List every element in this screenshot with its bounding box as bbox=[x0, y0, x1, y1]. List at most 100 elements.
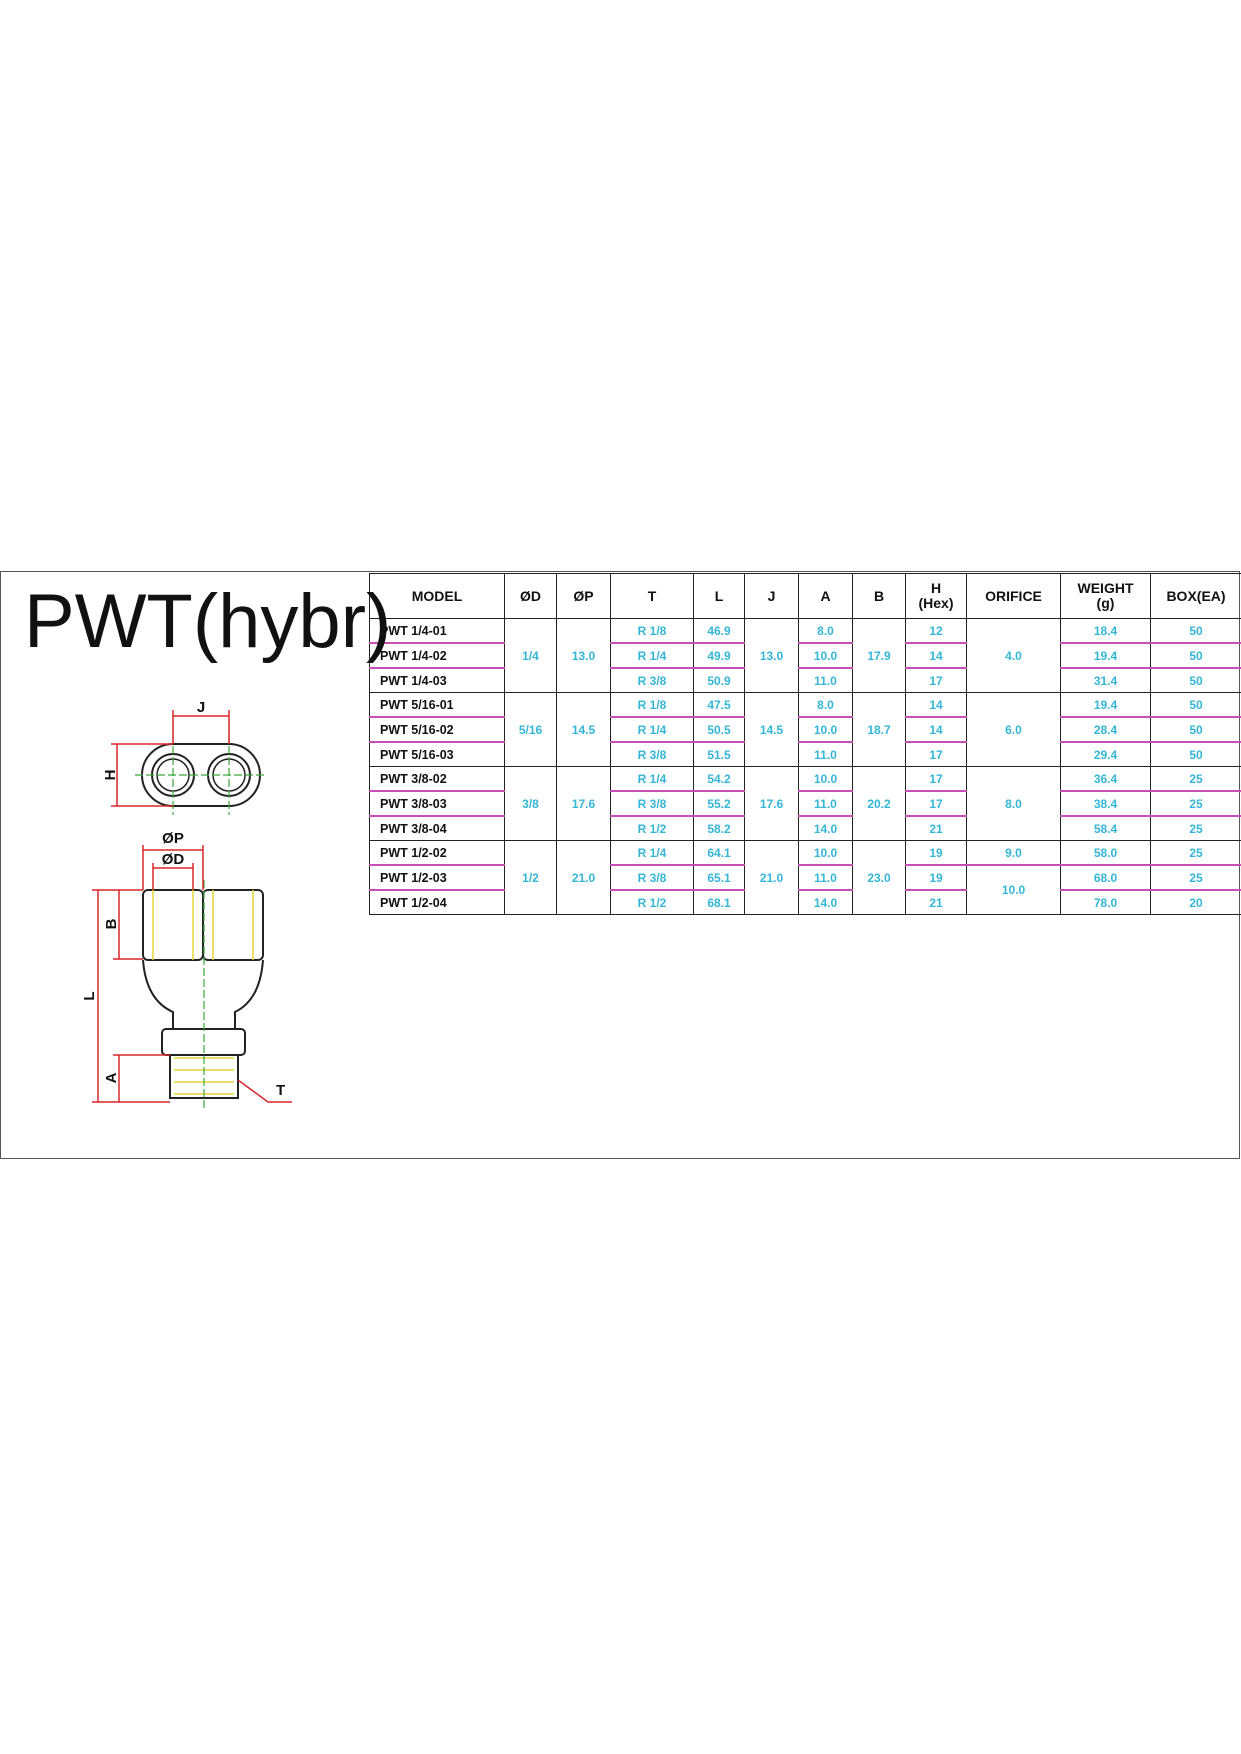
cell: 19.4 bbox=[1060, 643, 1151, 669]
table-row: PWT 3/8-03 R 3/8 55.2 11.0 17 38.4 25 bbox=[369, 791, 1241, 817]
cell: 68.1 bbox=[693, 890, 745, 915]
dim-label: L bbox=[81, 991, 98, 1000]
cell: 1/2 bbox=[504, 840, 557, 915]
cell: 50 bbox=[1150, 618, 1241, 644]
cell: 13.0 bbox=[556, 618, 611, 693]
cell: 25 bbox=[1150, 766, 1241, 792]
cell: 50 bbox=[1150, 668, 1241, 693]
spec-table: MODEL ØD ØP T L J A B H (Hex) ORIFICE WEIGHT (g) BO… bbox=[369, 573, 1241, 915]
cell: 14.0 bbox=[798, 890, 853, 915]
cell: PWT 1/2-03 bbox=[369, 865, 505, 891]
cell: 11.0 bbox=[798, 865, 853, 891]
dim-label: ØD bbox=[162, 851, 185, 868]
table-row: PWT 3/8-04 R 1/2 58.2 14.0 21 58.4 25 bbox=[369, 816, 1241, 841]
dim-label: ØP bbox=[162, 830, 184, 847]
cell: 8.0 bbox=[966, 766, 1061, 841]
cell: PWT 5/16-03 bbox=[369, 742, 505, 767]
cell: 65.1 bbox=[693, 865, 745, 891]
header-row: MODEL ØD ØP T L J A B H (Hex) ORIFICE WEIGHT (g) BO… bbox=[369, 573, 1241, 619]
cell: 21 bbox=[905, 816, 967, 841]
cell: 8.0 bbox=[798, 692, 853, 718]
cell: 20.2 bbox=[852, 766, 906, 841]
cell: 17.6 bbox=[744, 766, 799, 841]
cell: 10.0 bbox=[798, 840, 853, 866]
cell: 25 bbox=[1150, 840, 1241, 866]
cell: 50 bbox=[1150, 643, 1241, 669]
table-row: PWT 1/4-02 R 1/4 49.9 10.0 14 19.4 50 bbox=[369, 643, 1241, 669]
cell: 46.9 bbox=[693, 618, 745, 644]
cell: 21 bbox=[905, 890, 967, 915]
table-row: PWT 5/16-03 R 3/8 51.5 11.0 17 29.4 50 bbox=[369, 742, 1241, 767]
cell: 12 bbox=[905, 618, 967, 644]
cell: PWT 5/16-01 bbox=[369, 692, 505, 718]
cell: 4.0 bbox=[966, 618, 1061, 693]
cell: 31.4 bbox=[1060, 668, 1151, 693]
header-cell: T bbox=[610, 573, 694, 619]
header-cell: BOX(EA) bbox=[1150, 573, 1241, 619]
dim-label: B bbox=[103, 918, 120, 929]
cell: 14 bbox=[905, 643, 967, 669]
cell: R 1/4 bbox=[610, 766, 694, 792]
title: PWT(hybr) bbox=[24, 579, 392, 664]
cell: R 3/8 bbox=[610, 865, 694, 891]
cell: 23.0 bbox=[852, 840, 906, 915]
cell: 17 bbox=[905, 742, 967, 767]
cell: PWT 3/8-03 bbox=[369, 791, 505, 817]
header-cell: ØP bbox=[556, 573, 611, 619]
cell: 14.0 bbox=[798, 816, 853, 841]
cell: 50.9 bbox=[693, 668, 745, 693]
cell: 58.0 bbox=[1060, 840, 1151, 866]
table-row: PWT 1/4-01 1/4 13.0 R 1/8 46.9 13.0 8.0 17.9 12 4… bbox=[369, 618, 1241, 693]
cell: 36.4 bbox=[1060, 766, 1151, 792]
cell: 17.9 bbox=[852, 618, 906, 693]
cell: R 1/2 bbox=[610, 890, 694, 915]
dim-label: T bbox=[276, 1082, 285, 1099]
cell: 19.4 bbox=[1060, 692, 1151, 718]
dim-label: H bbox=[102, 770, 119, 781]
cell: 20 bbox=[1150, 890, 1241, 915]
cell: 29.4 bbox=[1060, 742, 1151, 767]
diagram: J H ØP ØD B L A T bbox=[81, 699, 292, 1110]
cell: PWT 1/4-03 bbox=[369, 668, 505, 693]
cell: 17 bbox=[905, 766, 967, 792]
cell: PWT 3/8-04 bbox=[369, 816, 505, 841]
header-cell: L bbox=[693, 573, 745, 619]
cell: 64.1 bbox=[693, 840, 745, 866]
cell: 11.0 bbox=[798, 742, 853, 767]
cell: PWT 1/4-01 bbox=[369, 618, 505, 644]
cell: 1/4 bbox=[504, 618, 557, 693]
cell: 38.4 bbox=[1060, 791, 1151, 817]
cell: 25 bbox=[1150, 865, 1241, 891]
cell: PWT 5/16-02 bbox=[369, 717, 505, 743]
cell: 58.4 bbox=[1060, 816, 1151, 841]
cell: 13.0 bbox=[744, 618, 799, 693]
cell: R 1/2 bbox=[610, 816, 694, 841]
cell: 55.2 bbox=[693, 791, 745, 817]
cell: PWT 1/4-02 bbox=[369, 643, 505, 669]
cell: 25 bbox=[1150, 816, 1241, 841]
cell: 10.0 bbox=[798, 643, 853, 669]
cell: 17 bbox=[905, 791, 967, 817]
table-row: PWT 1/2-02 1/2 21.0 R 1/4 64.1 21.0 10.0 23.0 19… bbox=[369, 840, 1241, 915]
cell: 14 bbox=[905, 692, 967, 718]
cell: 18.7 bbox=[852, 692, 906, 767]
cell: 28.4 bbox=[1060, 717, 1151, 743]
cell: 11.0 bbox=[798, 668, 853, 693]
table-row: PWT 5/16-02 R 1/4 50.5 10.0 14 28.4 50 bbox=[369, 717, 1241, 743]
header-cell: ØD bbox=[504, 573, 557, 619]
cell: 21.0 bbox=[556, 840, 611, 915]
cell: 10.0 bbox=[798, 717, 853, 743]
cell: 14.5 bbox=[556, 692, 611, 767]
cell: 8.0 bbox=[798, 618, 853, 644]
table-row: PWT 5/16-01 5/16 14.5 R 1/8 47.5 14.5 8.0 18.7 1… bbox=[369, 692, 1241, 767]
cell: 50 bbox=[1150, 692, 1241, 718]
table-row: PWT 1/2-04 R 1/2 68.1 14.0 21 78.0 20 bbox=[369, 890, 1241, 915]
cell: 19 bbox=[905, 840, 967, 866]
cell: 19 bbox=[905, 865, 967, 891]
cell: 10.0 bbox=[798, 766, 853, 792]
cell: 14.5 bbox=[744, 692, 799, 767]
cell: 51.5 bbox=[693, 742, 745, 767]
cell: PWT 1/2-04 bbox=[369, 890, 505, 915]
cell: 58.2 bbox=[693, 816, 745, 841]
